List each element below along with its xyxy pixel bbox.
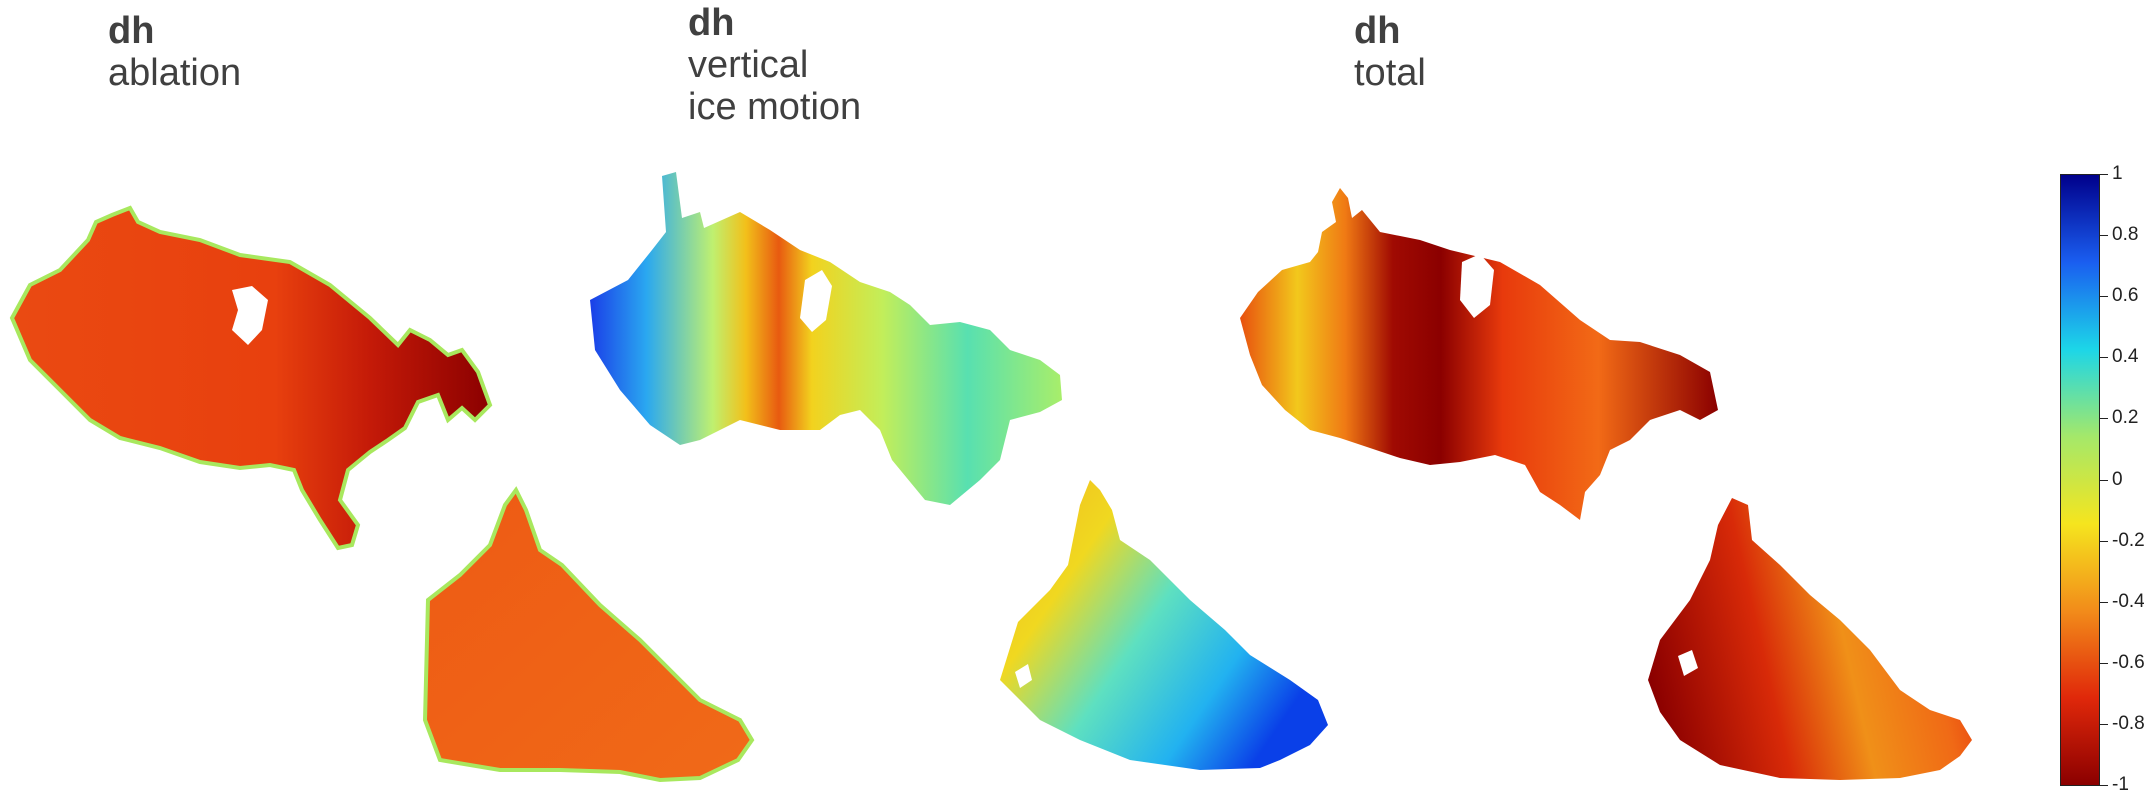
colorbar-tick: [2100, 480, 2108, 481]
colorbar-tick: [2100, 663, 2108, 664]
colorbar-tick-label: 0.8: [2112, 224, 2139, 245]
colorbar-tick: [2100, 602, 2108, 603]
colorbar-tick-label: -0.8: [2112, 713, 2144, 734]
colorbar-tick: [2100, 296, 2108, 297]
panel-subtitle: ablation: [108, 52, 242, 94]
vertical-ice-motion-map: [590, 172, 1328, 770]
colorbar-tick-label: 1: [2112, 163, 2123, 184]
panel-title-vertical-ice-motion: dh vertical ice motion: [688, 2, 861, 128]
panel-subtitle: total: [1354, 52, 1426, 94]
colorbar-tick-label: 0: [2112, 469, 2123, 490]
colorbar-tick-label: 0.2: [2112, 407, 2139, 428]
colorbar-tick: [2100, 785, 2108, 786]
total-map: [1240, 188, 1972, 780]
colorbar-tick: [2100, 724, 2108, 725]
colorbar-tick-label: -0.6: [2112, 652, 2144, 673]
panel-heading: dh: [1354, 10, 1401, 52]
panel-title-ablation: dh ablation: [108, 10, 241, 94]
colorbar-tick-label: -0.2: [2112, 530, 2144, 551]
colorbar-tick-label: 0.6: [2112, 285, 2139, 306]
colorbar-tick: [2100, 235, 2108, 236]
panel-heading: dh: [688, 2, 735, 44]
panel-title-total: dh total: [1354, 10, 1426, 94]
colorbar-tick: [2100, 541, 2108, 542]
panel-subtitle: vertical: [688, 44, 809, 86]
panel-subtitle: ice motion: [688, 86, 862, 128]
colorbar-tick: [2100, 357, 2108, 358]
colorbar-tick-label: -1: [2112, 774, 2129, 795]
ablation-map: [9, 205, 755, 783]
colorbar: [2060, 174, 2100, 786]
panel-heading: dh: [108, 10, 155, 52]
colorbar-tick: [2100, 418, 2108, 419]
colorbar-tick-label: 0.4: [2112, 346, 2139, 367]
colorbar-tick: [2100, 174, 2108, 175]
colorbar-tick-label: -0.4: [2112, 591, 2144, 612]
